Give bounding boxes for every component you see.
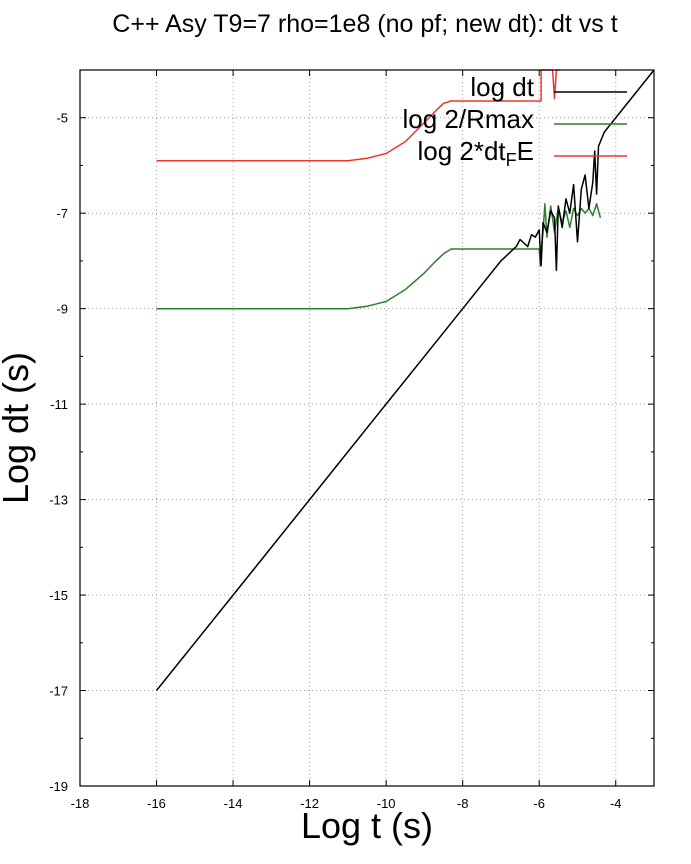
legend-label-log-2-dtfe: log 2*dtFE xyxy=(417,136,534,170)
x-tick-label: -16 xyxy=(147,796,166,811)
x-tick-label: -14 xyxy=(224,796,243,811)
legend-label-subscript: F xyxy=(506,150,517,170)
tick-labels: -18 -16 -14 -12 -10 -8 -6 -4 -19 -17 -15 -13 -11 -9 -7… xyxy=(49,111,621,811)
legend-label-log-dt: log dt xyxy=(470,72,534,102)
legend-label-tail: E xyxy=(517,136,534,166)
series-log-dt xyxy=(155,69,655,691)
x-axis-label: Log t (s) xyxy=(301,805,433,846)
x-tick-label: -6 xyxy=(533,796,545,811)
x-tick-label: -12 xyxy=(300,796,319,811)
grid-lines xyxy=(80,70,654,786)
x-tick-label: -18 xyxy=(71,796,90,811)
y-tick-label: -9 xyxy=(56,302,68,317)
y-tick-label: -5 xyxy=(56,111,68,126)
y-tick-label: -19 xyxy=(49,779,68,794)
legend-label-log-2-rmax: log 2/Rmax xyxy=(403,104,535,134)
y-tick-label: -15 xyxy=(49,588,68,603)
y-axis-label: Log dt (s) xyxy=(0,352,36,504)
x-tick-label: -4 xyxy=(610,796,622,811)
series-layer xyxy=(155,69,655,691)
legend: log dt log 2/Rmax log 2*dtFE xyxy=(403,72,627,170)
x-tick-label: -8 xyxy=(457,796,469,811)
legend-label-main: log 2*dt xyxy=(417,136,506,166)
x-tick-label: -10 xyxy=(377,796,396,811)
plot-frame xyxy=(79,69,655,787)
y-tick-label: -11 xyxy=(50,397,68,412)
y-tick-label: -13 xyxy=(49,493,68,508)
axis-ticks xyxy=(79,69,654,787)
series-log-2-dtfe xyxy=(156,69,561,162)
chart-title: C++ Asy T9=7 rho=1e8 (no pf; new dt): dt… xyxy=(112,10,617,38)
series-log-2-rmax xyxy=(156,202,602,310)
y-tick-label: -17 xyxy=(49,684,68,699)
y-tick-label: -7 xyxy=(56,206,68,221)
